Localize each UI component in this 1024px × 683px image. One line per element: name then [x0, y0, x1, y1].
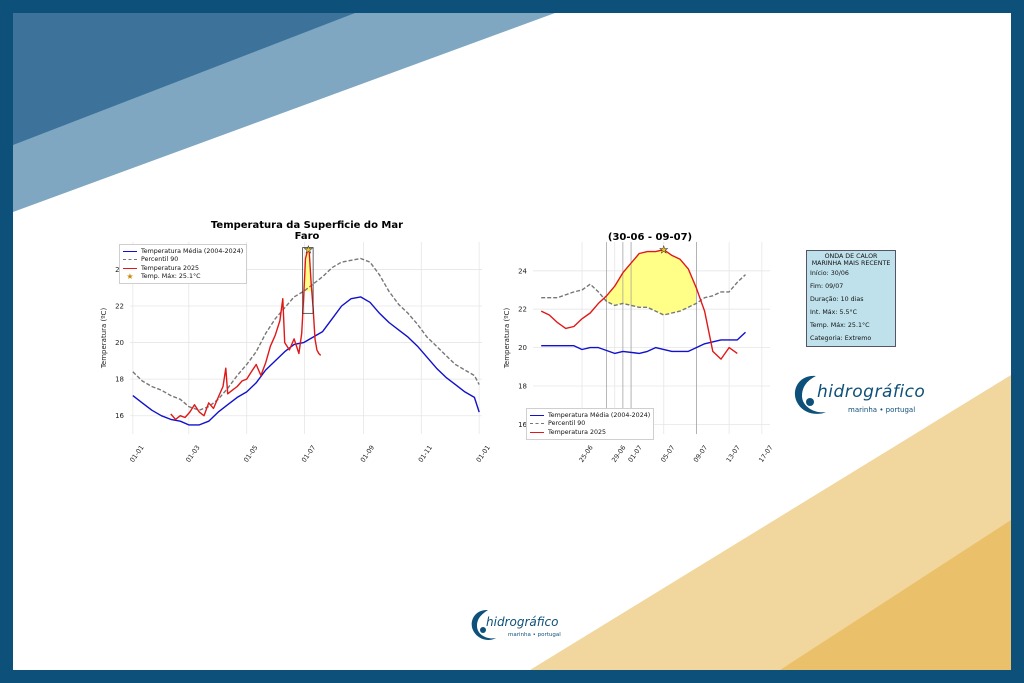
y-tick-label: 20 — [518, 344, 527, 352]
logo-name: hidrográfico — [486, 615, 559, 629]
legend-item-p90: Percentil 90 — [530, 420, 650, 429]
x-tick-label: 01-01 — [475, 444, 492, 464]
logo-large: hidrográfico marinha • portugal — [790, 370, 930, 422]
x-tick-label: 01-01 — [128, 444, 145, 464]
x-tick-label: 01-07 — [626, 444, 643, 464]
heatwave-highlight-box — [302, 247, 314, 314]
y-axis-label: Temperatura (ºC) — [503, 308, 511, 370]
info-max-temp: Temp. Máx: 25.1°C — [810, 322, 870, 329]
max-star-icon: ★ — [659, 245, 668, 256]
info-max-intensity: Int. Máx: 5.5°C — [810, 309, 858, 316]
x-tick-label: 17-07 — [757, 444, 774, 464]
legend-item-max: ★ Temp. Máx: 25.1°C — [123, 271, 243, 282]
series-line-p90 — [132, 257, 480, 411]
chart2-legend: Temperatura Média (2004-2024) Percentil … — [526, 408, 655, 440]
y-tick-label: 16 — [518, 421, 527, 429]
legend-item-mean: Temperatura Média (2004-2024) — [123, 247, 243, 256]
x-tick-label: 01-11 — [417, 444, 434, 464]
legend-item-2025: Temperatura 2025 — [530, 428, 650, 437]
logo-mark-icon — [471, 609, 496, 640]
gold-corner-shape — [530, 375, 1011, 670]
y-tick-label: 18 — [115, 376, 124, 384]
x-tick-label: 13-07 — [725, 444, 742, 464]
series-line-2025 — [170, 248, 322, 421]
logo-small: hidrográfico marinha • portugal — [468, 606, 568, 646]
y-tick-label: 18 — [518, 383, 527, 391]
x-tick-label: 01-07 — [300, 444, 317, 464]
info-duration: Duração: 10 dias — [810, 296, 864, 303]
series-line-mean — [541, 331, 746, 355]
x-tick-label: 01-05 — [242, 444, 259, 464]
chart2-title: (30-06 - 09-07) — [607, 232, 693, 243]
x-tick-label: 29-06 — [610, 444, 627, 464]
logo-mark-icon — [794, 375, 826, 414]
y-axis-label: Temperatura (ºC) — [100, 308, 108, 370]
y-tick-label: 24 — [518, 267, 527, 275]
logo-tagline: marinha • portugal — [508, 632, 561, 638]
chart1-legend: Temperatura Média (2004-2024) Percentil … — [119, 244, 248, 284]
logo-name: hidrográfico — [817, 382, 926, 402]
x-tick-label: 01-09 — [359, 444, 376, 464]
series-line-p90 — [541, 274, 746, 316]
y-tick-label: 22 — [115, 303, 124, 311]
chart1-title: Temperatura da Superficie do Mar Faro — [210, 220, 404, 242]
y-tick-label: 16 — [115, 412, 124, 420]
series-line-mean — [132, 296, 480, 426]
x-tick-label: 05-07 — [659, 444, 676, 464]
legend-item-p90: Percentil 90 — [123, 256, 243, 265]
logo-tagline: marinha • portugal — [848, 406, 916, 414]
gold-corner-shape-dark — [780, 520, 1011, 670]
star-icon: ★ — [126, 271, 134, 281]
info-end: Fim: 09/07 — [810, 283, 844, 290]
x-tick-label: 01-03 — [184, 444, 201, 464]
x-tick-label: 25-06 — [577, 444, 594, 464]
y-tick-label: 22 — [518, 306, 527, 314]
heatwave-info-box: ONDA DE CALOR MARINHA MAIS RECENTE Iníci… — [806, 250, 896, 347]
series-line-2025 — [540, 248, 738, 360]
legend-item-2025: Temperatura 2025 — [123, 264, 243, 273]
y-tick-label: 20 — [115, 339, 124, 347]
blue-corner-shape-dark — [13, 13, 355, 145]
info-box-header: ONDA DE CALOR MARINHA MAIS RECENTE — [811, 253, 891, 267]
info-start: Início: 30/06 — [810, 270, 849, 277]
heatwave-fill — [606, 249, 697, 315]
max-star-icon: ★ — [304, 245, 313, 256]
chart-annual: 161820222401-0101-0301-0501-0701-0901-11… — [100, 242, 492, 464]
info-category: Categoria: Extremo — [810, 335, 872, 342]
legend-item-mean: Temperatura Média (2004-2024) — [530, 411, 650, 420]
x-tick-label: 09-07 — [692, 444, 709, 464]
